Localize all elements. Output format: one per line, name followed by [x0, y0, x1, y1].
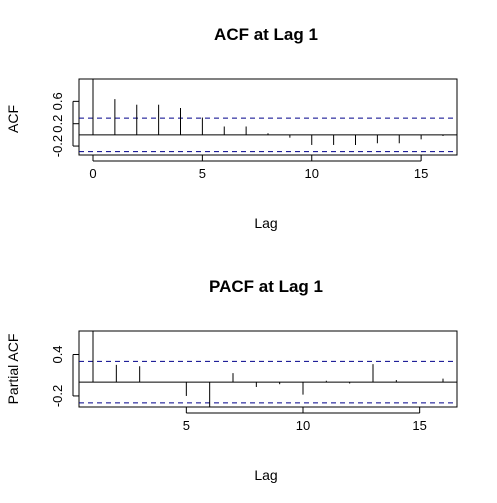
acf-y-tick-label: 0.6 — [50, 92, 65, 110]
acf-plot-frame — [78, 78, 458, 156]
pacf-y-tick-label: -0.2 — [50, 385, 65, 407]
pacf-x-tick-label: 15 — [412, 418, 426, 433]
pacf-y-tick-label: 0.4 — [50, 345, 65, 363]
acf-x-tick-label: 10 — [305, 166, 319, 181]
acf-y-axis-label: ACF — [5, 105, 21, 133]
pacf-x-tick-label: 10 — [296, 418, 310, 433]
pacf-title: PACF at Lag 1 — [209, 277, 323, 296]
acf-title: ACF at Lag 1 — [214, 25, 318, 44]
acf-x-tick-label: 0 — [89, 166, 96, 181]
pacf-y-axis-label: Partial ACF — [5, 334, 21, 405]
pacf-plot-frame — [78, 330, 458, 408]
acf-y-tick-label: -0.2 — [50, 135, 65, 157]
acf-spikes — [92, 79, 444, 145]
acf-y-tick-label: 0.2 — [50, 115, 65, 133]
pacf-spikes — [92, 331, 444, 407]
pacf-panel: PACF at Lag 1 Lag Partial ACF -0.2 0.4 5… — [5, 277, 458, 483]
pacf-x-axis-label: Lag — [254, 467, 277, 483]
acf-x-axis-label: Lag — [254, 215, 277, 231]
acf-x-tick-label: 5 — [199, 166, 206, 181]
acf-x-tick-label: 15 — [414, 166, 428, 181]
pacf-x-tick-label: 5 — [183, 418, 190, 433]
acf-panel: ACF at Lag 1 Lag ACF -0.2 0.2 0.6 0 5 10… — [5, 25, 458, 231]
